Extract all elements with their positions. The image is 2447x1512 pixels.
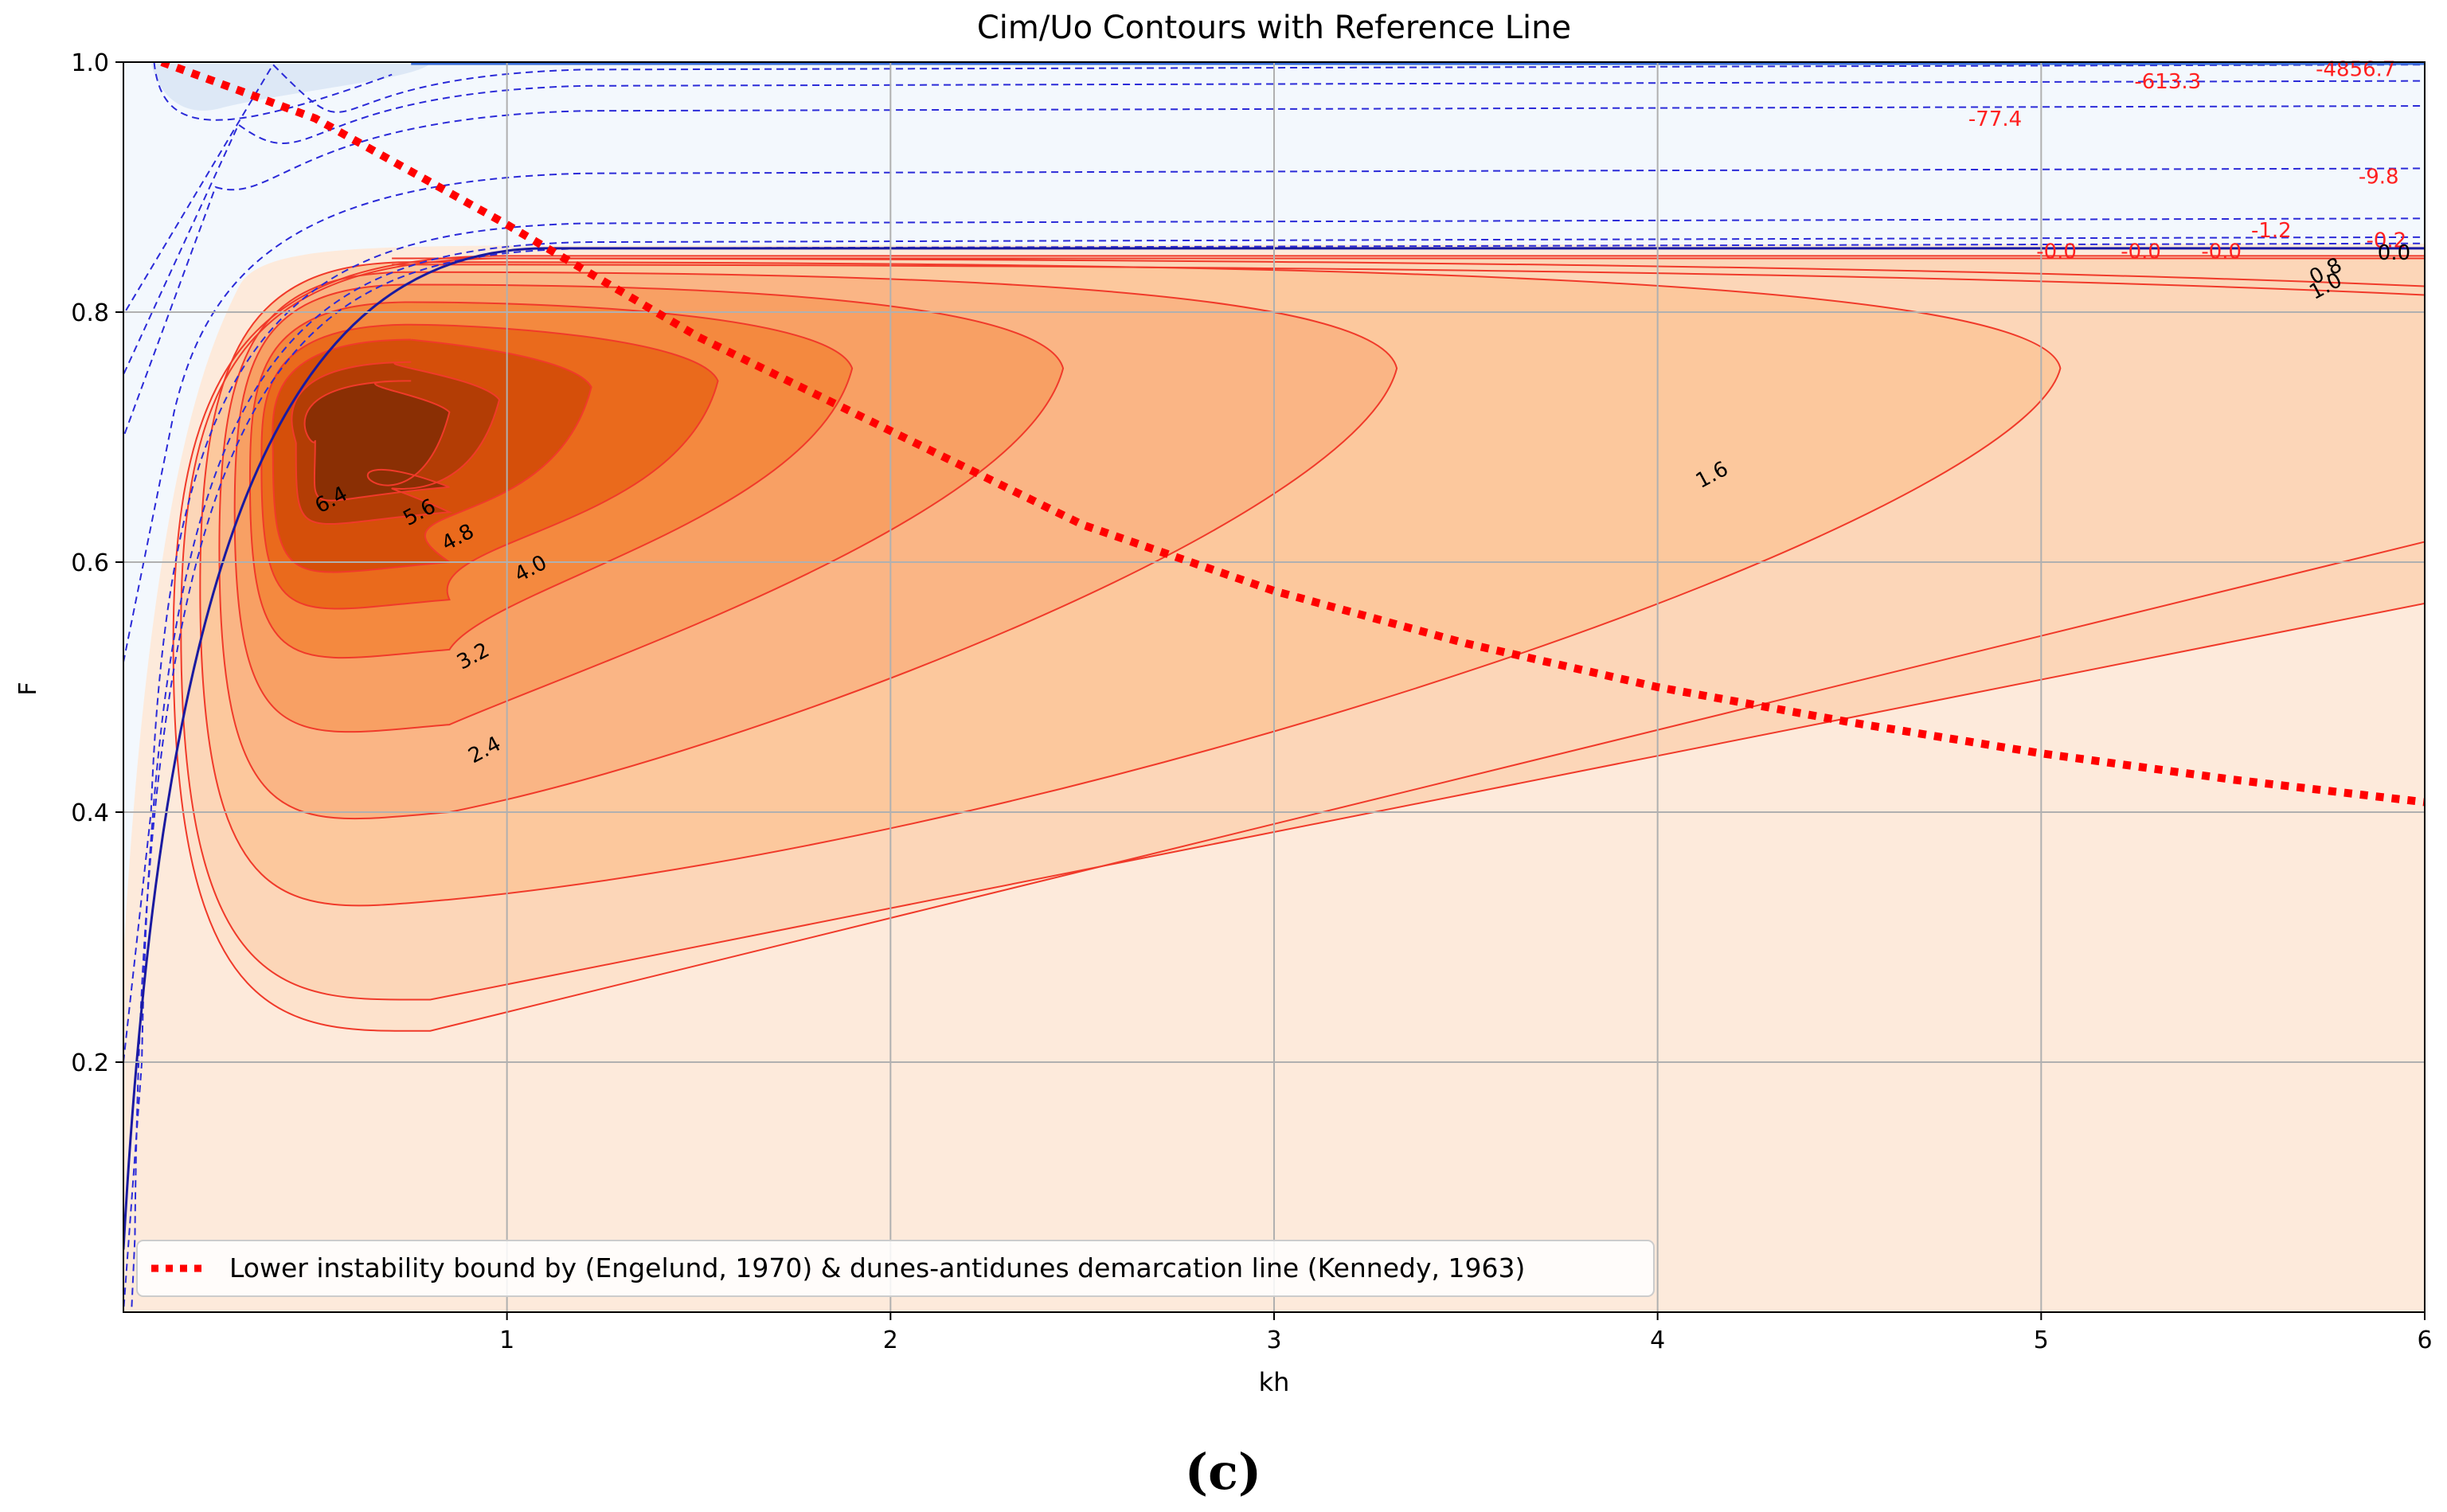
x-tick-label: 3 (1266, 1326, 1281, 1354)
negative-contour-label: 0.0 (2378, 241, 2410, 265)
negative-contour-line (123, 167, 2425, 662)
contour-line (392, 264, 2425, 296)
x-tick-label: 5 (2034, 1326, 2049, 1354)
x-tick-label: 4 (1650, 1326, 1665, 1354)
legend-label: Lower instability bound by (Engelund, 19… (229, 1252, 1525, 1283)
negative-contour-label: -0.0 (2201, 240, 2242, 264)
negative-contour-label: -0.2 (2366, 229, 2406, 253)
contour-line (272, 338, 592, 573)
contour-line (303, 380, 451, 502)
contour-lines (172, 255, 2425, 1032)
contour-line (260, 323, 719, 610)
x-axis-label: kh (1259, 1367, 1290, 1397)
chart-title: Cim/Uo Contours with Reference Line (977, 10, 1571, 46)
negative-contour-label: -0.0 (2036, 240, 2077, 264)
contour-line (392, 257, 2425, 287)
negative-contour-label: -613.3 (2134, 70, 2201, 94)
contour-bands (173, 256, 2425, 1031)
x-tick-label: 2 (883, 1326, 898, 1354)
contour-line (233, 283, 1065, 733)
contour-line (291, 361, 501, 525)
legend-box (136, 1240, 1655, 1297)
contour-line (180, 257, 2425, 1001)
x-tick-label: 1 (499, 1326, 514, 1354)
negative-contour-line (123, 217, 2425, 1063)
negative-contour-line (153, 62, 393, 121)
x-tick-label: 6 (2417, 1326, 2432, 1354)
contour-line (218, 271, 1398, 820)
negative-contour-label: -4856.7 (2316, 57, 2395, 81)
negative-contour-label: -77.4 (1968, 107, 2022, 131)
negative-contour-shade (151, 64, 430, 111)
y-tick-label: 1.0 (71, 49, 109, 77)
negative-contour-label: -9.8 (2359, 165, 2399, 189)
y-tick-label: 0.4 (71, 799, 109, 827)
contour-line (248, 301, 854, 659)
negative-contour-label: -0.0 (2121, 240, 2161, 264)
grid-lines (123, 62, 2425, 1312)
y-tick-label: 0.8 (71, 299, 109, 327)
negative-contour-lines (123, 62, 2425, 1312)
contour-band (304, 381, 450, 501)
negative-contour-line (131, 242, 2425, 1312)
negative-contour-line (123, 80, 2425, 375)
y-axis: 0.2 0.4 0.6 0.8 1.0 (71, 49, 123, 1077)
figure-caption: (c) (1185, 1443, 1261, 1501)
y-tick-label: 0.6 (71, 549, 109, 577)
contour-line (199, 261, 2062, 907)
contour-line (172, 255, 2425, 1032)
legend: Lower instability bound by (Engelund, 19… (136, 1240, 1655, 1297)
y-tick-label: 0.2 (71, 1049, 109, 1077)
negative-contour-label: -1.2 (2251, 219, 2292, 243)
zero-contour-line (123, 247, 2425, 1250)
x-axis: 1 2 3 4 5 6 (499, 1312, 2433, 1354)
y-axis-label: F (14, 682, 42, 695)
negative-contour-line (123, 63, 2425, 315)
